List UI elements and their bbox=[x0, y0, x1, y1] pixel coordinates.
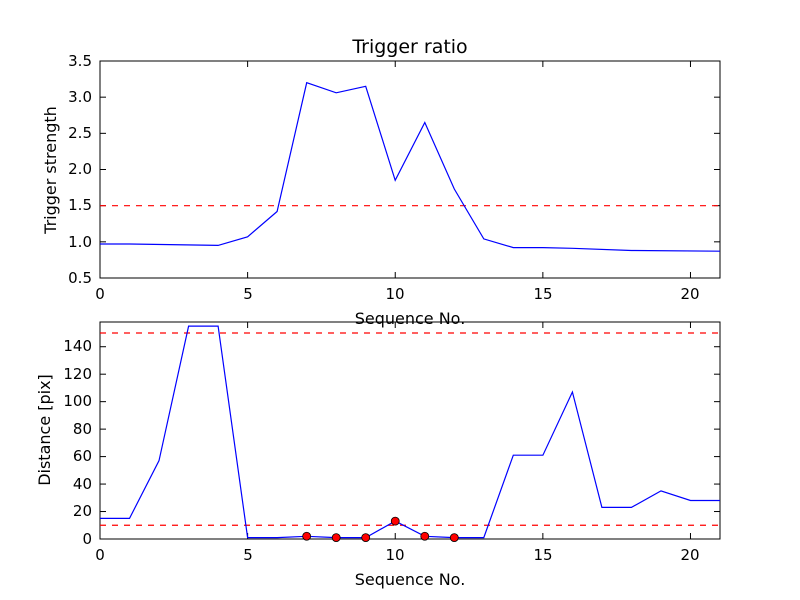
top-xtick-label: 20 bbox=[680, 285, 699, 303]
bottom-xtick-label: 20 bbox=[680, 546, 699, 564]
bottom-series-line bbox=[100, 325, 720, 539]
bottom-ytick-label: 60 bbox=[73, 447, 92, 465]
bottom-chart: 140 120 100 80 60 40 20 0 0 5 10 15 20 S… bbox=[35, 321, 721, 589]
bottom-data-marker bbox=[361, 533, 371, 543]
bottom-xtick-label: 5 bbox=[243, 546, 253, 564]
bottom-xtick-label: 15 bbox=[533, 546, 552, 564]
bottom-ytick-label: 120 bbox=[63, 365, 92, 383]
bottom-data-marker bbox=[449, 533, 459, 543]
top-ytick-label: 3.5 bbox=[68, 52, 92, 70]
top-ytick-label: 3.0 bbox=[68, 88, 92, 106]
top-xtick-label: 5 bbox=[243, 285, 253, 303]
bottom-xtick-label: 0 bbox=[95, 546, 105, 564]
top-xtick-label: 10 bbox=[385, 285, 404, 303]
bottom-data-marker bbox=[420, 531, 430, 541]
bottom-y-tick-labels: 140 120 100 80 60 40 20 0 bbox=[63, 337, 92, 548]
top-chart-title: Trigger ratio bbox=[351, 36, 467, 58]
top-y-axis-label: Trigger strength bbox=[41, 106, 60, 235]
top-series-line bbox=[100, 81, 721, 252]
bottom-x-tick-labels: 0 5 10 15 20 bbox=[95, 546, 699, 564]
bottom-data-marker bbox=[390, 516, 400, 526]
bottom-ytick-label: 0 bbox=[82, 530, 92, 548]
top-x-tick-labels: 0 5 10 15 20 bbox=[95, 285, 699, 303]
top-x-axis-label: Sequence No. bbox=[355, 309, 466, 328]
bottom-ytick-label: 20 bbox=[73, 502, 92, 520]
bottom-ytick-label: 100 bbox=[63, 392, 92, 410]
bottom-ytick-label: 140 bbox=[63, 337, 92, 355]
top-xtick-label: 0 bbox=[95, 285, 105, 303]
top-ytick-label: 0.5 bbox=[68, 269, 92, 287]
bottom-threshold-lines bbox=[100, 332, 720, 526]
bottom-marker-group bbox=[302, 516, 459, 543]
bottom-y-axis-label: Distance [pix] bbox=[35, 374, 54, 486]
top-y-tick-labels: 3.5 3.0 2.5 2.0 1.5 1.0 0.5 bbox=[68, 52, 92, 287]
bottom-xtick-label: 10 bbox=[385, 546, 404, 564]
bottom-ytick-label: 80 bbox=[73, 420, 92, 438]
bottom-x-axis-label: Sequence No. bbox=[355, 570, 466, 589]
top-ytick-label: 2.5 bbox=[68, 124, 92, 142]
bottom-data-marker bbox=[302, 531, 312, 541]
bottom-ytick-label: 40 bbox=[73, 475, 92, 493]
top-chart: Trigger ratio 3.5 3.0 2.5 2.0 1.5 1.0 0.… bbox=[41, 36, 721, 328]
top-ytick-label: 2.0 bbox=[68, 160, 92, 178]
top-ytick-label: 1.5 bbox=[68, 196, 92, 214]
bottom-data-marker bbox=[331, 533, 341, 543]
bottom-plot-frame bbox=[99, 321, 721, 540]
top-ytick-label: 1.0 bbox=[68, 233, 92, 251]
top-xtick-label: 15 bbox=[533, 285, 552, 303]
